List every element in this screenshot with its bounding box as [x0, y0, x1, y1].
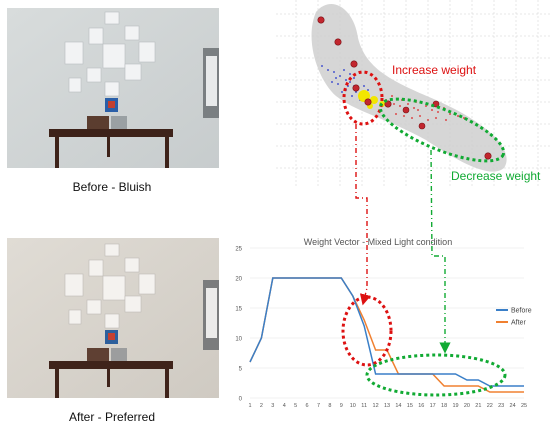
scatter-point: [413, 107, 415, 109]
x-tick-label: 8: [328, 403, 331, 409]
increase-weight-label: Increase weight: [392, 63, 477, 77]
decrease-ellipse: [378, 97, 506, 163]
legend-label: Before: [511, 308, 532, 315]
x-tick-label: 15: [407, 403, 413, 409]
chart-increase-ellipse: [341, 295, 393, 367]
x-tick-label: 1: [248, 403, 251, 409]
x-tick-label: 22: [487, 403, 493, 409]
y-tick-label: 20: [235, 277, 242, 283]
scatter-point: [435, 117, 437, 119]
decrease-arrow: [430, 149, 451, 354]
scatter-point: [391, 95, 393, 97]
scatter-point: [367, 89, 369, 91]
scatter-point: [321, 65, 323, 67]
x-tick-label: 12: [373, 403, 379, 409]
after-caption: After - Preferred: [68, 410, 156, 424]
y-tick-label: 15: [235, 307, 242, 313]
x-tick-label: 9: [340, 403, 343, 409]
scatter-point: [363, 85, 365, 87]
x-tick-label: 18: [441, 403, 447, 409]
scatter-point: [353, 77, 355, 79]
series-line-before: [249, 277, 524, 387]
scatter-point: [343, 69, 345, 71]
x-tick-label: 20: [464, 403, 470, 409]
legend-label: After: [511, 320, 526, 327]
scatter-point: [335, 77, 337, 79]
scatter-point: [445, 119, 447, 121]
weight-vector-chart: Weight Vector - Mixed Light condition 0 5…: [228, 228, 552, 427]
scatter-point: [457, 115, 459, 117]
scatter-point: [463, 117, 465, 119]
scatter-point: [431, 109, 433, 111]
scatter-point: [355, 91, 357, 93]
x-tick-label: 11: [361, 403, 367, 409]
y-tick-label: 10: [235, 337, 242, 343]
scatter-point: [333, 71, 335, 73]
y-tick-label: 5: [239, 367, 243, 373]
scatter-point: [411, 117, 413, 119]
x-tick-label: 14: [395, 403, 401, 409]
before-photo: [7, 8, 219, 168]
x-tick-label: 21: [475, 403, 481, 409]
x-tick-label: 24: [510, 403, 516, 409]
scatter-point: [327, 69, 329, 71]
scatter-point: [339, 75, 341, 77]
x-tick-label: 17: [430, 403, 436, 409]
x-tick-label: 10: [350, 403, 356, 409]
increase-arrow: [355, 124, 371, 306]
x-tick-label: 13: [384, 403, 390, 409]
increase-ellipse: [342, 70, 384, 126]
cluster-blob: [311, 4, 507, 172]
x-tick-label: 23: [498, 403, 504, 409]
scatter-panel: [276, 0, 552, 186]
scatter-point: [337, 83, 339, 85]
scatter-point: [395, 113, 397, 115]
scatter-point: [349, 81, 351, 83]
x-tick-label: 4: [283, 403, 286, 409]
scatter-point: [449, 113, 451, 115]
y-tick-label: 0: [239, 397, 243, 403]
y-tick-label: 25: [235, 247, 242, 253]
scatter-point: [331, 81, 333, 83]
scatter-point: [349, 73, 351, 75]
scatter-point: [347, 85, 349, 87]
scatter-point: [351, 95, 353, 97]
scatter-point: [399, 105, 401, 107]
scatter-point: [427, 119, 429, 121]
scatter-point: [393, 103, 395, 105]
x-tick-label: 25: [521, 403, 527, 409]
decrease-weight-label: Decrease weight: [451, 169, 541, 183]
after-photo: [7, 238, 219, 398]
scatter-point: [425, 105, 427, 107]
scatter-point: [417, 109, 419, 111]
x-tick-label: 3: [271, 403, 274, 409]
scatter-point: [403, 115, 405, 117]
scatter-point: [419, 115, 421, 117]
chart-decrease-ellipse: [365, 353, 507, 397]
x-tick-label: 5: [294, 403, 297, 409]
x-tick-label: 2: [260, 403, 263, 409]
x-tick-label: 19: [452, 403, 458, 409]
scatter-point: [407, 103, 409, 105]
scatter-point: [341, 91, 343, 93]
x-tick-label: 16: [418, 403, 424, 409]
x-tick-label: 7: [317, 403, 320, 409]
x-tick-label: 6: [306, 403, 309, 409]
scatter-point: [345, 79, 347, 81]
chart-title: Weight Vector - Mixed Light condition: [304, 237, 452, 247]
scatter-point: [437, 111, 439, 113]
before-caption: Before - Bluish: [72, 180, 152, 194]
